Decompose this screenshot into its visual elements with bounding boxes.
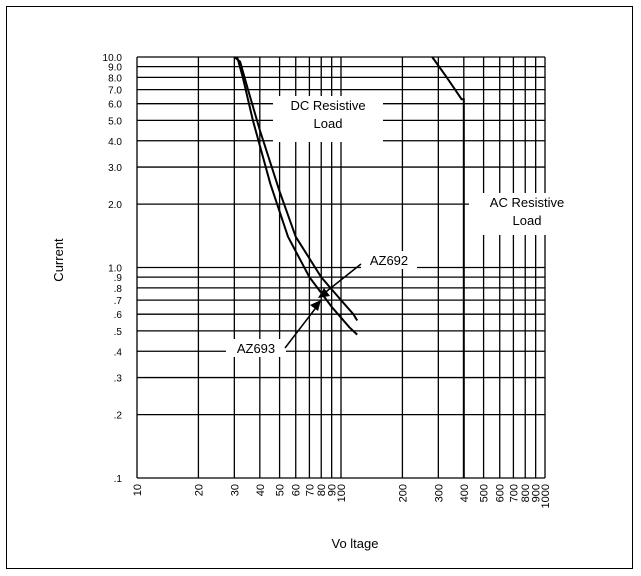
y-tick-label: 10.0 <box>103 53 123 64</box>
annotation-text: AC Resistive <box>490 195 564 210</box>
annotation-bg <box>273 96 383 142</box>
y-tick-label: .2 <box>114 411 123 422</box>
y-tick-label: .7 <box>114 296 123 307</box>
annotation: AC Resistive Load <box>469 193 585 235</box>
x-tick-label: 40 <box>255 484 267 496</box>
x-tick-label: 300 <box>433 484 445 502</box>
annotation: DC Resistive Load <box>273 96 383 142</box>
annotation-text: DC Resistive <box>290 98 365 113</box>
annotations: DC Resistive Load AC Resistive Load AZ692 AZ6… <box>226 96 585 357</box>
x-tick-label: 200 <box>397 484 409 502</box>
annotation: AZ693 <box>226 339 286 357</box>
y-tick-label: 3.0 <box>108 163 122 174</box>
annotation-text: AZ693 <box>237 341 275 356</box>
x-tick-label: 90 <box>327 484 339 496</box>
x-tick-label: 80 <box>316 484 328 496</box>
y-tick-label: 8.0 <box>108 73 122 84</box>
x-tick-label: 70 <box>304 484 316 496</box>
x-tick-label: 500 <box>479 484 491 502</box>
annotation-bg <box>361 251 417 269</box>
y-tick-label: 2.0 <box>108 200 122 211</box>
y-tick-label: .9 <box>114 273 123 284</box>
y-tick-label: .5 <box>114 327 123 338</box>
x-tick-label: 60 <box>291 484 303 496</box>
az692-arrowhead <box>318 288 330 298</box>
y-tick-label: 4.0 <box>108 137 122 148</box>
annotation-text: Load <box>314 116 343 131</box>
x-tick-label: 600 <box>495 484 507 502</box>
y-tick-label: 7.0 <box>108 86 122 97</box>
x-tick-label: 100 <box>336 484 348 502</box>
y-tick-label: 6.0 <box>108 100 122 111</box>
series-line-az693 <box>236 56 358 336</box>
y-axis-label: Current <box>51 238 66 282</box>
y-tick-label: .6 <box>114 310 123 321</box>
x-tick-label: 1000 <box>540 484 552 508</box>
series-line-az692 <box>233 56 359 322</box>
chart-frame <box>6 6 633 569</box>
annotation-bg <box>226 339 286 357</box>
y-tick-label: 1.0 <box>108 264 122 275</box>
x-tick-label: 700 <box>508 484 520 502</box>
y-tick-label: .3 <box>114 374 123 385</box>
annotation-text: Load <box>513 213 542 228</box>
x-axis-label: Vo ltage <box>332 536 379 551</box>
x-tick-label: 30 <box>229 484 241 496</box>
curves <box>233 56 465 478</box>
y-tick-label: .4 <box>114 347 123 358</box>
x-tick-label: 50 <box>275 484 287 496</box>
x-tick-label: 10 <box>132 484 144 496</box>
annotation: AZ692 <box>361 251 417 269</box>
az693-leader <box>284 304 319 349</box>
y-tick-label: 9.0 <box>108 63 122 74</box>
az693-arrowhead <box>310 300 321 311</box>
series-line-ac-resistive-load <box>431 56 465 478</box>
y-tick-label: .8 <box>114 284 123 295</box>
x-tick-label: 400 <box>459 484 471 502</box>
annotation-text: AZ692 <box>370 253 408 268</box>
y-tick-label: 5.0 <box>108 116 122 127</box>
x-tick-label: 900 <box>531 484 543 502</box>
annotation-bg <box>469 193 585 235</box>
x-tick-label: 800 <box>520 484 532 502</box>
x-tick-label: 20 <box>193 484 205 496</box>
y-tick-label: .1 <box>114 474 123 485</box>
az692-leader <box>321 263 362 296</box>
